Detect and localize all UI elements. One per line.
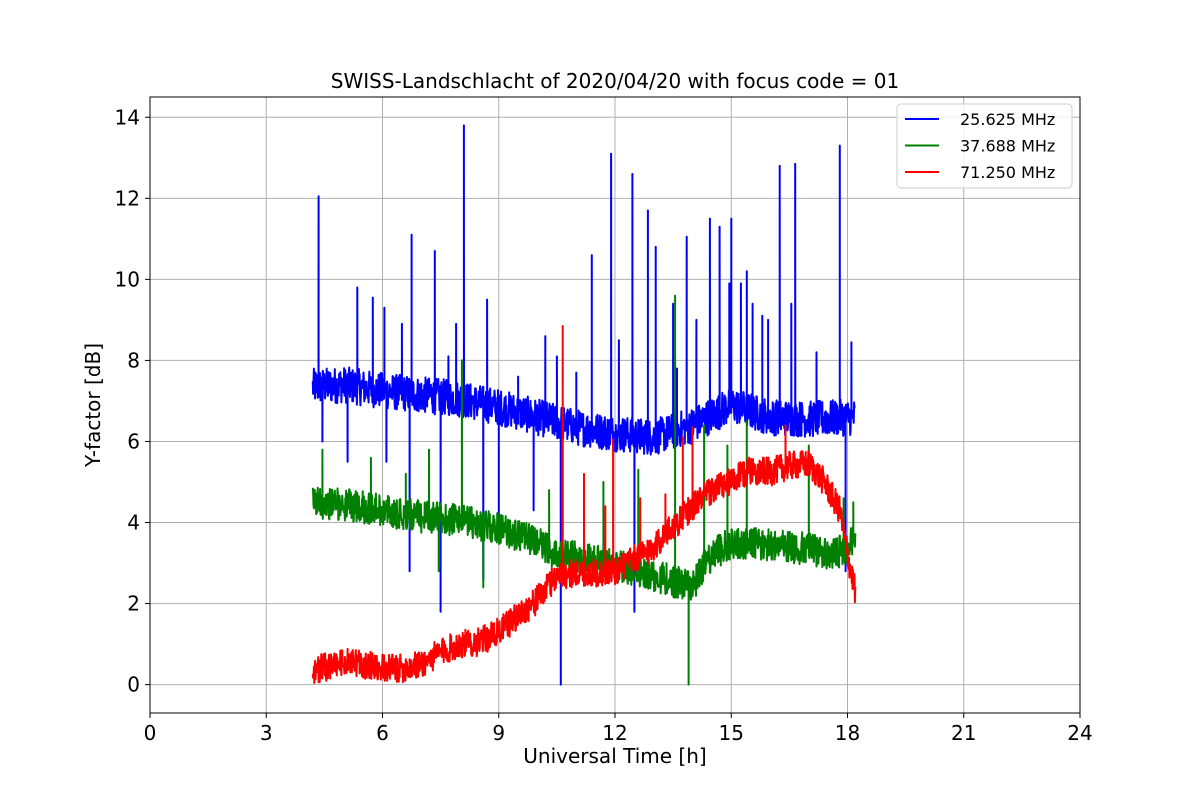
y-tick-label: 0 xyxy=(127,673,140,697)
x-tick-label: 21 xyxy=(951,721,976,745)
x-tick-label: 3 xyxy=(260,721,273,745)
y-tick-label: 12 xyxy=(115,186,140,210)
legend-label: 37.688 MHz xyxy=(960,137,1055,156)
y-tick-label: 6 xyxy=(127,429,140,453)
x-tick-label: 12 xyxy=(602,721,627,745)
y-tick-label: 10 xyxy=(115,267,140,291)
series-line-3 xyxy=(311,325,857,684)
x-tick-label: 18 xyxy=(835,721,860,745)
legend-box xyxy=(896,103,1073,189)
y-axis-label: Y-factor [dB] xyxy=(81,343,105,468)
series-line-1 xyxy=(311,124,856,686)
x-tick-label: 9 xyxy=(492,721,505,745)
legend-label: 25.625 MHz xyxy=(960,110,1055,129)
y-tick-label: 2 xyxy=(127,592,140,616)
y-tick-label: 8 xyxy=(127,348,140,372)
y-tick-label: 14 xyxy=(115,105,140,129)
chart-title: SWISS-Landschlacht of 2020/04/20 with fo… xyxy=(331,69,899,93)
x-tick-label: 15 xyxy=(719,721,744,745)
series-layer xyxy=(311,124,857,686)
chart-legend: 25.625 MHz 37.688 MHz 71.250 MHz xyxy=(896,103,1073,189)
x-tick-label: 6 xyxy=(376,721,389,745)
legend-label: 71.250 MHz xyxy=(960,163,1055,182)
y-tick-label: 4 xyxy=(127,511,140,535)
x-tick-label: 0 xyxy=(144,721,157,745)
x-axis-label: Universal Time [h] xyxy=(523,744,706,768)
x-tick-label: 24 xyxy=(1067,721,1092,745)
